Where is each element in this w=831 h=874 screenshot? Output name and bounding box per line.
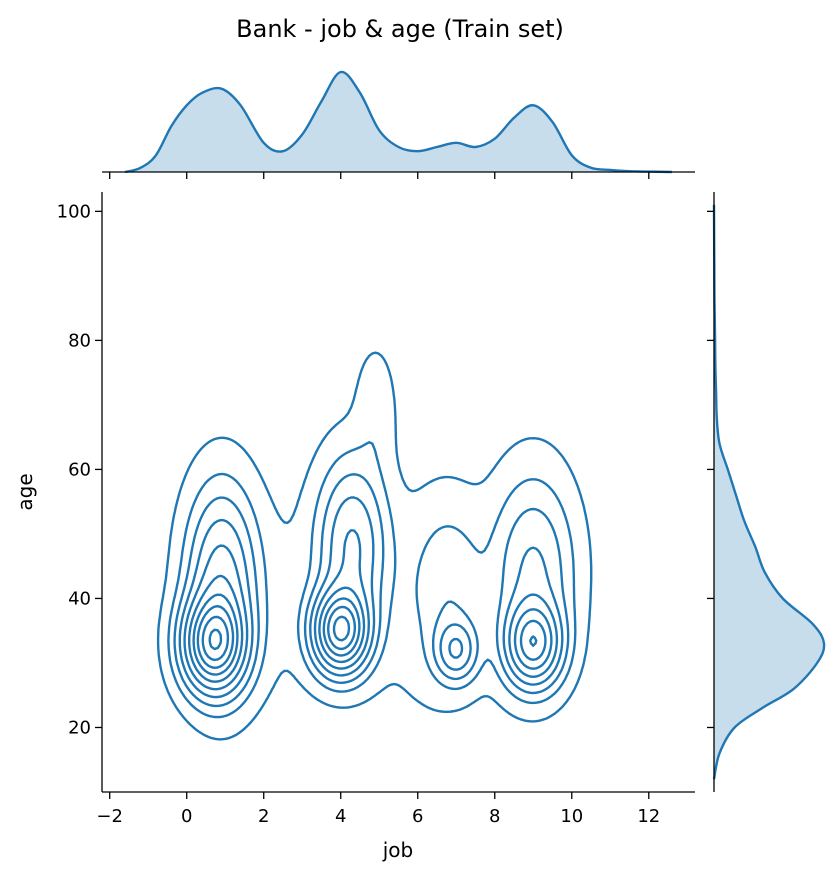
density-contour-line — [167, 441, 577, 719]
x-tick-label: 8 — [489, 806, 500, 827]
density-contours — [156, 351, 593, 741]
x-tick-label: 10 — [560, 806, 583, 827]
y-tick-label: 40 — [68, 588, 91, 609]
density-contour-line — [156, 351, 593, 741]
x-tick-label: 0 — [181, 806, 192, 827]
marginal-y-curve — [712, 204, 826, 780]
density-contour-line — [208, 628, 223, 651]
marginal-x-curve — [124, 70, 672, 174]
marginal-x-kde — [102, 70, 695, 179]
x-tick-label: 6 — [412, 806, 423, 827]
x-tick-label: 4 — [335, 806, 346, 827]
x-axis-label: job — [382, 838, 414, 862]
y-axis-ticks: 20 40 60 80 100 — [57, 201, 102, 738]
density-contour-line — [196, 605, 538, 669]
marginal-y-area — [714, 204, 825, 780]
x-tick-label: 2 — [258, 806, 269, 827]
joint-plot: −2 0 2 4 6 8 10 12 20 40 60 80 100 — [57, 192, 695, 827]
density-contour-line — [188, 574, 553, 683]
y-tick-label: 80 — [68, 330, 91, 351]
x-axis-ticks: −2 0 2 4 6 8 10 12 — [96, 792, 660, 827]
marginal-y-ticks — [707, 210, 714, 729]
y-tick-label: 100 — [57, 201, 91, 222]
marginal-x-ticks — [109, 172, 650, 179]
density-contour-line — [178, 496, 564, 699]
chart-title: Bank - job & age (Train set) — [236, 15, 564, 43]
y-axis-label: age — [13, 473, 37, 510]
density-contour-line — [173, 473, 570, 708]
density-contour-line — [192, 593, 547, 676]
marginal-x-area — [125, 71, 672, 172]
density-contour-line — [201, 615, 351, 662]
density-contour-line — [183, 529, 559, 691]
y-tick-label: 20 — [68, 717, 91, 738]
marginal-y-kde — [707, 192, 826, 792]
y-tick-label: 60 — [68, 459, 91, 480]
x-tick-label: −2 — [96, 806, 123, 827]
x-tick-label: 12 — [637, 806, 660, 827]
